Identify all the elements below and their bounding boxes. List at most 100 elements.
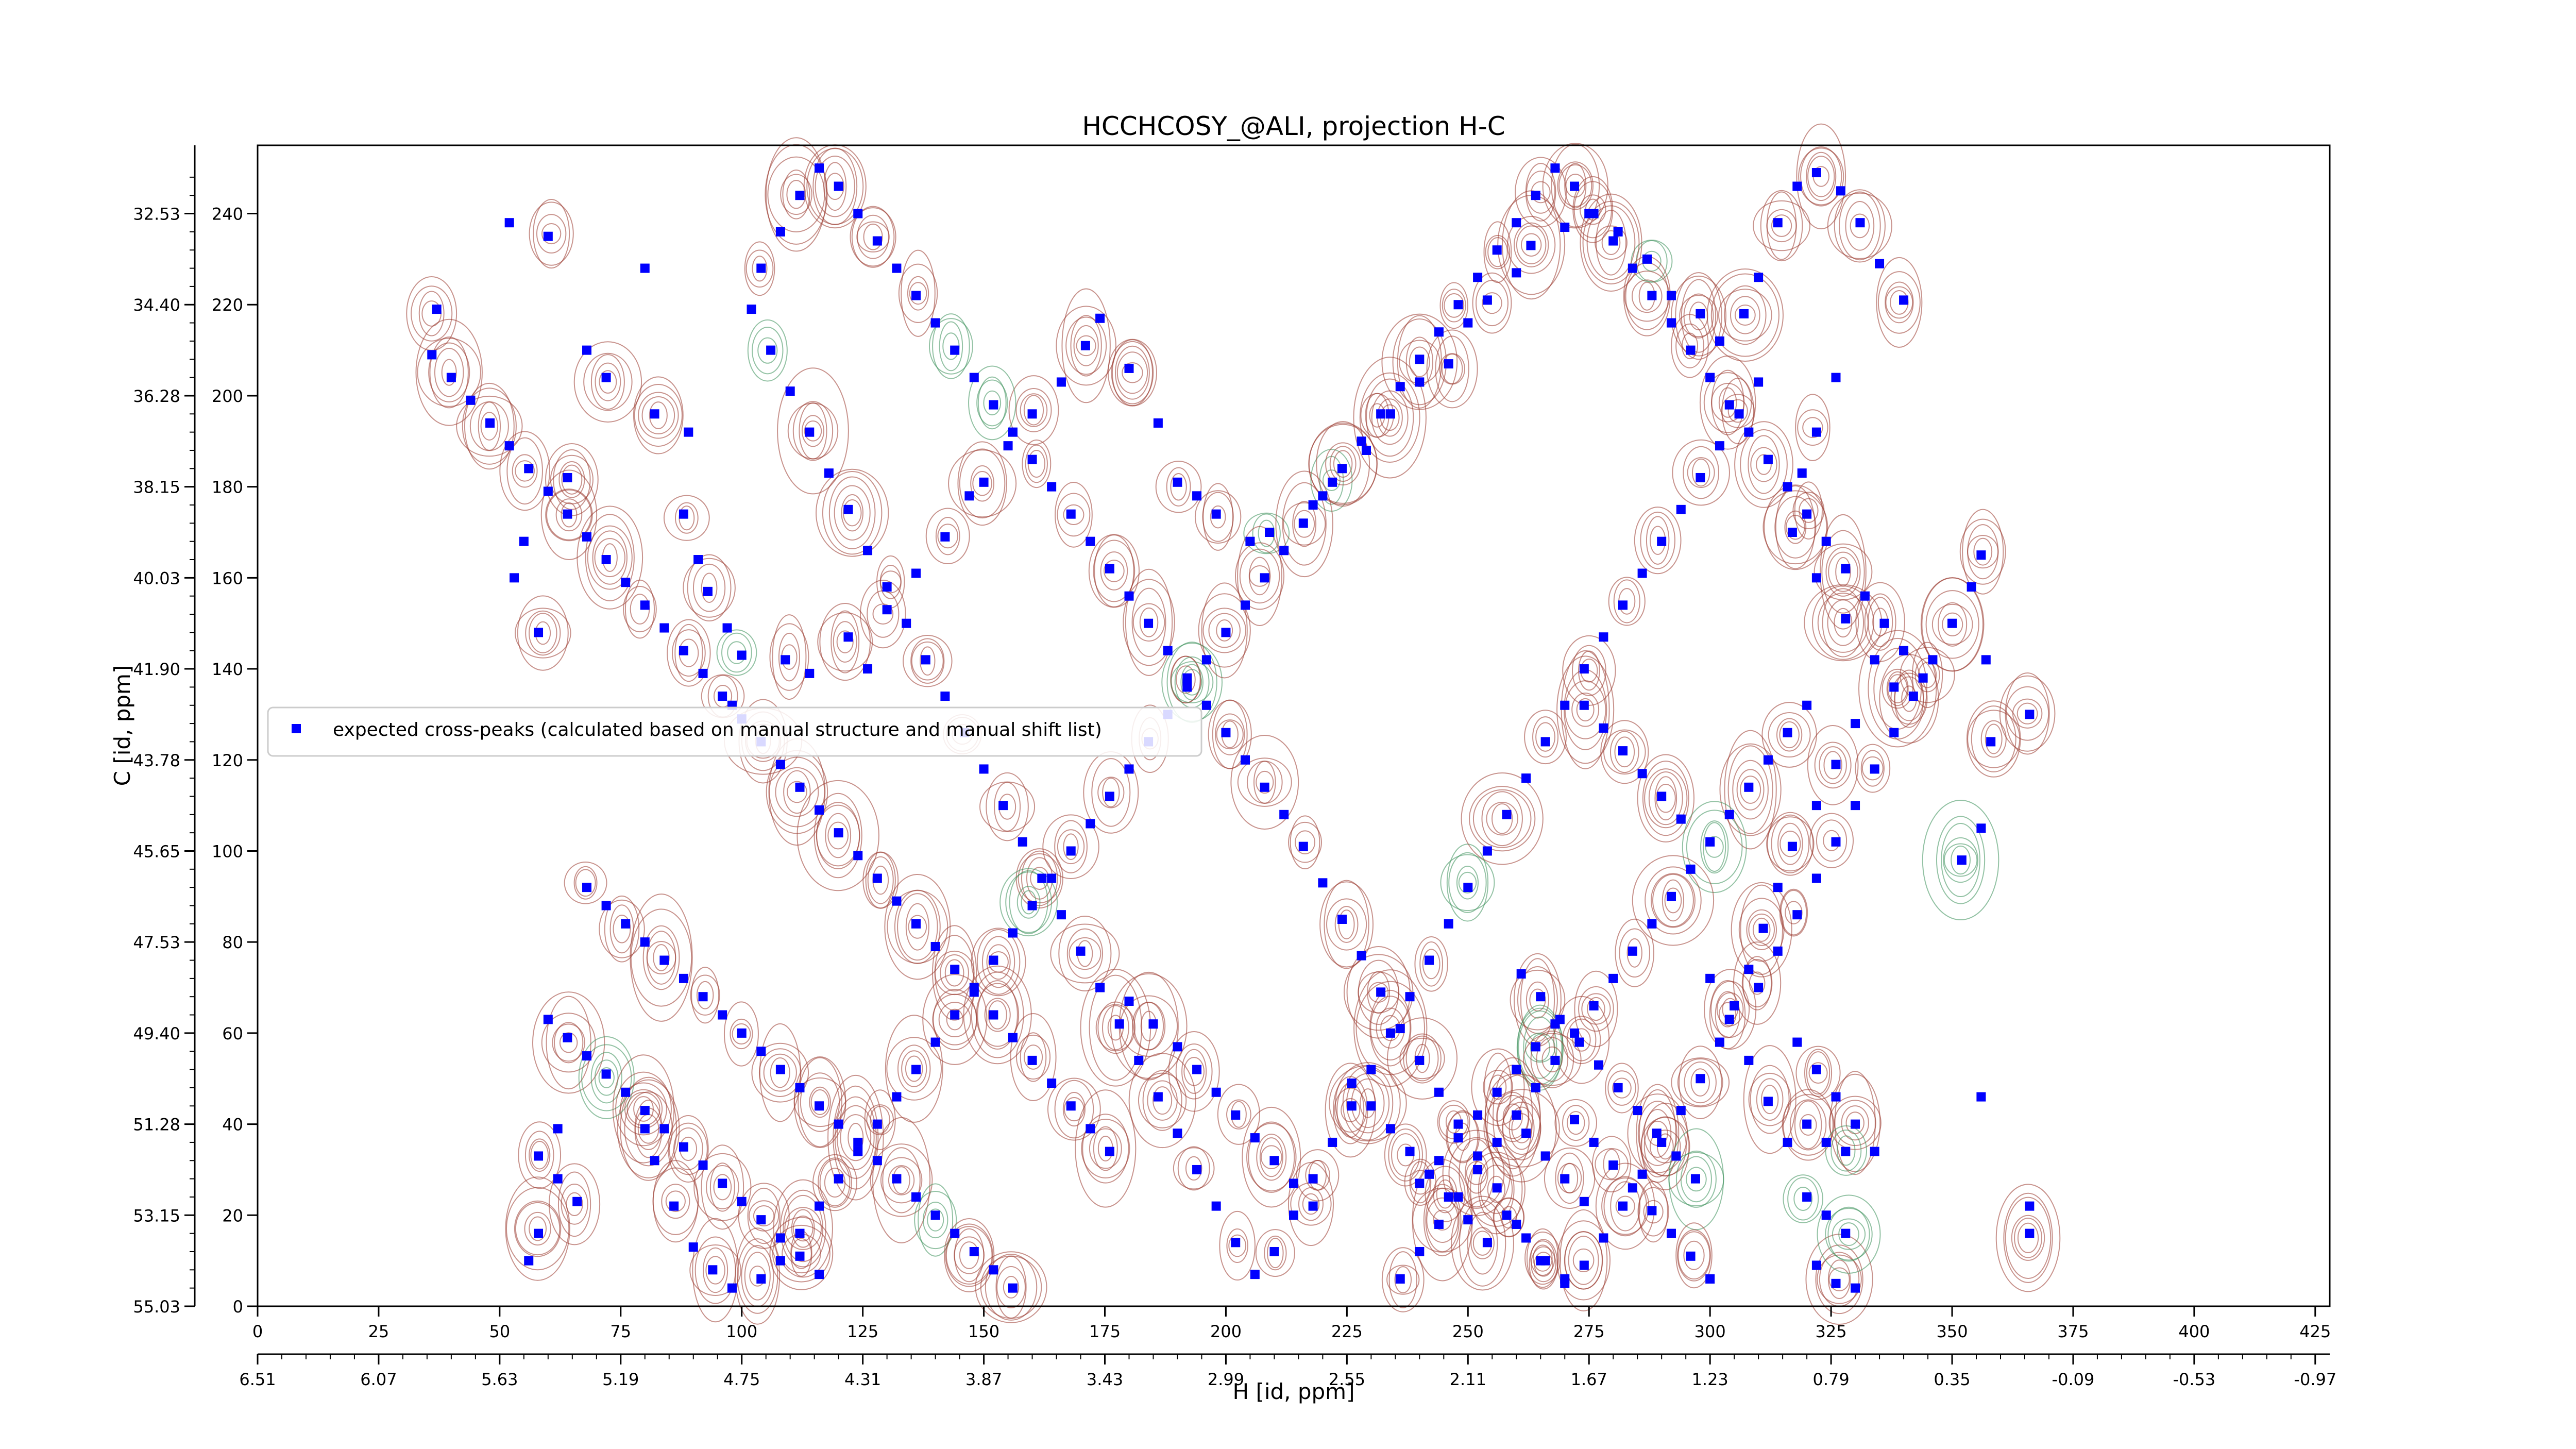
contour-ring [801, 415, 824, 447]
cross-peak-marker [853, 1137, 863, 1147]
cross-peak-marker [524, 1256, 534, 1266]
cross-peak-marker [446, 373, 456, 382]
cross-peak-marker [1773, 946, 1783, 956]
cross-peak-marker [1395, 382, 1405, 392]
x-index-tick-label: 0 [252, 1322, 263, 1341]
contour-ring [1003, 1275, 1020, 1299]
contour-ring [1686, 810, 1743, 884]
contour-ring [1838, 191, 1881, 261]
cross-peak-marker [824, 468, 834, 478]
y-ppm-tick-label: 38.15 [133, 478, 180, 497]
contour-ring [1750, 447, 1777, 482]
contour-ring [885, 1015, 943, 1123]
contour-ring [902, 635, 953, 687]
contour-ring [620, 1082, 667, 1136]
contour-ring [882, 1147, 921, 1214]
contour-ring [1890, 672, 1928, 725]
contour-ring [816, 804, 860, 867]
contour-ring [850, 207, 896, 267]
cross-peak-marker [698, 992, 708, 1002]
contour-ring [1774, 496, 1817, 559]
contour-ring [1683, 1240, 1705, 1270]
contour-ring [1181, 1049, 1207, 1094]
contour-ring [1783, 1089, 1834, 1161]
contour-ring [1675, 272, 1722, 360]
cross-peak-marker [1086, 1124, 1095, 1134]
cross-peak-marker [1550, 1055, 1560, 1065]
y-index-tick-label: 220 [212, 295, 243, 315]
x-ppm-tick-label: 0.79 [1812, 1370, 1849, 1389]
contour-ring [1822, 588, 1865, 658]
cross-peak-marker [1792, 181, 1802, 191]
contour-ring [1634, 507, 1682, 575]
contour-ring [1677, 1229, 1711, 1282]
x-index-tick-label: 175 [1089, 1322, 1121, 1341]
contour-ring [633, 376, 684, 454]
contour-ring [769, 1217, 834, 1290]
contour-ring [1335, 1062, 1401, 1144]
contour-ring [980, 1255, 1042, 1319]
contour-ring [1834, 189, 1886, 263]
cross-peak-marker [718, 692, 727, 701]
cross-peak-marker [1415, 1055, 1425, 1065]
cross-peak-marker [1705, 837, 1715, 847]
contour-ring [1290, 815, 1320, 870]
contour-ring [1885, 286, 1913, 319]
contour-ring [935, 517, 960, 555]
contour-ring [737, 1238, 778, 1314]
contour-ring [1571, 645, 1606, 696]
contour-ring [1820, 514, 1867, 630]
contour-ring [1610, 1181, 1641, 1232]
contour-ring [1122, 362, 1143, 383]
cross-peak-marker [1385, 409, 1395, 419]
y-index-tick-label: 240 [212, 205, 243, 224]
contour-ring [819, 603, 871, 681]
cross-peak-marker [582, 532, 592, 542]
contour-ring [1116, 351, 1148, 394]
contour-ring [1022, 439, 1052, 488]
cross-peak-marker [979, 477, 989, 487]
contour-ring [1586, 205, 1636, 280]
contour-ring [1366, 378, 1414, 457]
contour-ring [691, 967, 720, 1024]
contour-ring [970, 465, 994, 502]
contour-ring [1391, 1133, 1420, 1177]
cross-peak-marker [1550, 163, 1560, 173]
cross-peak-marker [1841, 1147, 1851, 1156]
contour-ring [1564, 1231, 1603, 1290]
contour-ring [1481, 791, 1523, 847]
contour-ring [1817, 1254, 1862, 1304]
contour-ring [833, 1085, 879, 1190]
contour-ring [1771, 814, 1810, 873]
cross-peak-marker [1550, 1019, 1560, 1029]
contour-ring [1282, 482, 1327, 566]
contour-ring [1054, 820, 1088, 873]
contour-ring [1681, 279, 1717, 353]
contour-ring [1799, 1114, 1817, 1136]
cross-peak-marker [640, 600, 650, 610]
contour-ring [908, 915, 927, 939]
contour-ring [564, 862, 607, 904]
cross-peak-marker [1124, 997, 1134, 1006]
contour-ring [1613, 579, 1640, 624]
cross-peak-marker [1579, 1260, 1589, 1270]
cross-peak-marker [1124, 363, 1134, 373]
contour-ring [1835, 557, 1851, 587]
cross-peak-layer [427, 163, 2035, 1293]
cross-peak-marker [1124, 764, 1134, 774]
cross-peak-marker [1918, 673, 1928, 683]
x-ppm-tick-label: 2.11 [1450, 1370, 1486, 1389]
cross-peak-marker [504, 218, 514, 228]
contour-ring [1094, 534, 1134, 608]
contour-ring [1809, 813, 1854, 868]
cross-peak-marker [1066, 1101, 1076, 1111]
contour-ring [573, 341, 642, 423]
contour-ring [752, 256, 768, 282]
contour-ring [1777, 822, 1803, 865]
contour-ring [652, 1167, 699, 1235]
contour-ring [1093, 540, 1136, 602]
contour-ring [1065, 316, 1107, 375]
contour-ring [1671, 314, 1709, 378]
contour-ring [1654, 776, 1677, 821]
contour-ring [1502, 1103, 1523, 1131]
